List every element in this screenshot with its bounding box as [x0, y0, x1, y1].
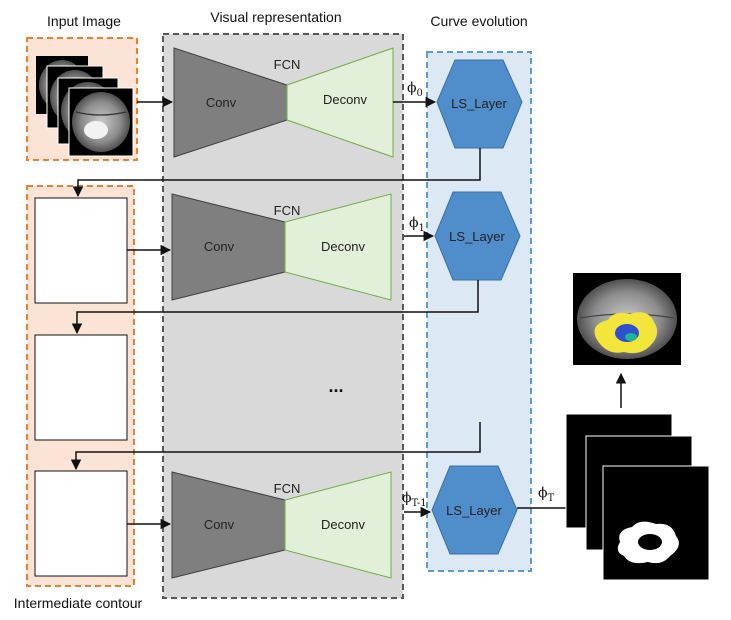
contour-box-2: [34, 334, 128, 441]
contour-box-1: [34, 197, 128, 304]
fcn-label: FCN: [274, 57, 301, 72]
ls-layer-label: LS_Layer: [449, 229, 505, 244]
tumor-enhancing: [625, 333, 637, 341]
feedback-arrow-3: [70, 422, 481, 471]
visual-representation-header: Visual representation: [210, 9, 341, 25]
fcn-block-1: FCN Conv Deconv: [173, 47, 394, 158]
contour-box-3: [34, 470, 128, 577]
ls-layer-label: LS_Layer: [446, 503, 502, 518]
conv-label: Conv: [204, 517, 235, 532]
phi-T-1-label: ϕT-1: [402, 490, 427, 509]
feedback-arrow-2: [71, 280, 479, 335]
deconv-decoder: [284, 471, 392, 579]
conv-label: Conv: [206, 95, 237, 110]
fcn-block-3: FCN Conv Deconv: [171, 471, 392, 579]
ls-layer-3: LS_Layer: [431, 465, 518, 555]
deconv-decoder: [284, 193, 392, 301]
phi-1-label: ϕ1: [409, 215, 425, 234]
output-mask-stack: [565, 413, 710, 581]
deconv-decoder: [286, 47, 394, 158]
curve-evolution-header: Curve evolution: [430, 13, 527, 29]
deconv-label: Deconv: [321, 239, 366, 254]
feedback-arrow-1: [72, 148, 481, 198]
deconv-label: Deconv: [323, 92, 368, 107]
deconv-label: Deconv: [321, 517, 366, 532]
input-mri-stack: [36, 56, 134, 157]
input-image-header: Input Image: [47, 13, 121, 29]
ls-layer-2: LS_Layer: [434, 191, 521, 281]
ls-layer-label: LS_Layer: [451, 96, 507, 111]
fcn-label: FCN: [274, 481, 301, 496]
phi-0-label: ϕ0: [407, 80, 423, 99]
segmentation-overlay-image: [573, 273, 681, 365]
fcn-block-2: FCN Conv Deconv: [171, 193, 392, 301]
intermediate-contour-header: Intermediate contour: [14, 595, 143, 611]
conv-label: Conv: [204, 239, 235, 254]
ls-layer-1: LS_Layer: [436, 59, 523, 149]
fcn-label: FCN: [274, 203, 301, 218]
phi-T-label: ϕT: [538, 485, 555, 504]
ellipsis: ...: [328, 376, 343, 396]
